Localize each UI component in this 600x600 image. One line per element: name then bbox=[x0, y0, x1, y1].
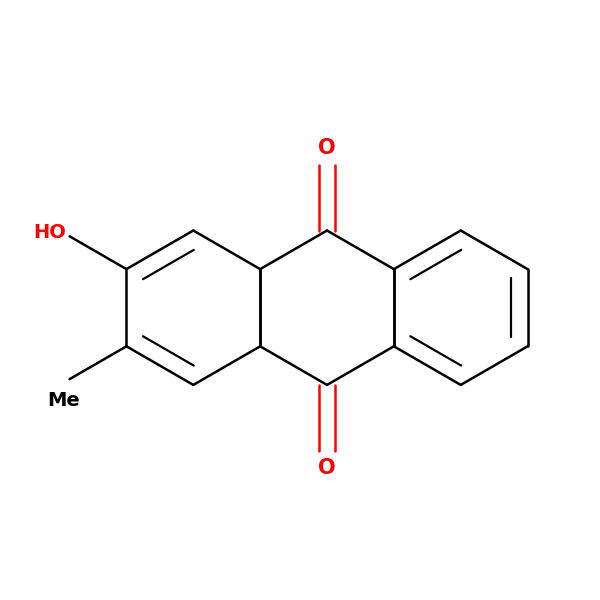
Text: O: O bbox=[318, 138, 336, 158]
Text: HO: HO bbox=[33, 223, 66, 242]
Text: Me: Me bbox=[47, 391, 80, 410]
Text: O: O bbox=[318, 458, 336, 478]
